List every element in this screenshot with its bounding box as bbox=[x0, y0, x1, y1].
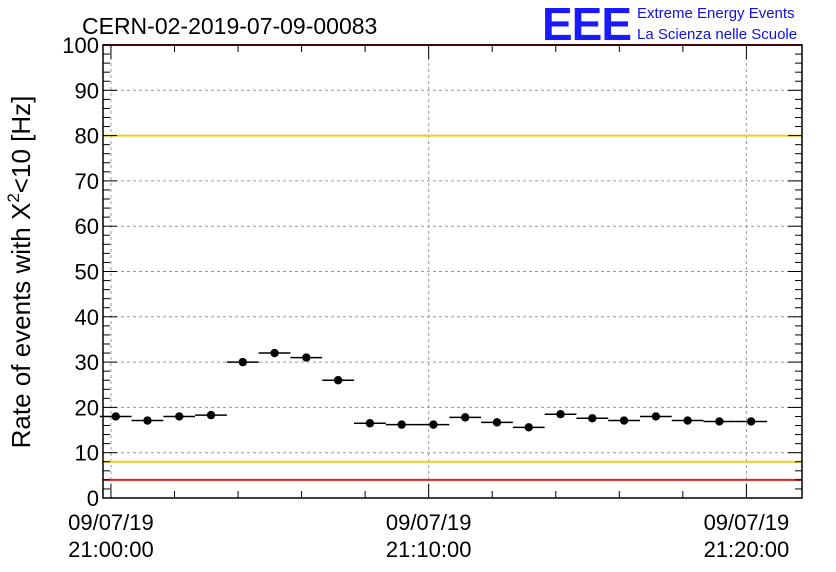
data-point bbox=[492, 418, 502, 427]
x-tick-label-time: 21:20:00 bbox=[704, 537, 790, 562]
data-point bbox=[588, 414, 597, 423]
data-point bbox=[111, 412, 120, 421]
y-tick-label: 0 bbox=[87, 486, 99, 511]
data-point bbox=[429, 420, 438, 429]
data-point bbox=[175, 412, 184, 421]
data-point bbox=[556, 409, 565, 419]
y-tick-label: 60 bbox=[75, 214, 99, 239]
data-point bbox=[746, 417, 756, 426]
y-tick-label: 100 bbox=[62, 33, 99, 58]
y-tick-label: 90 bbox=[75, 78, 99, 103]
data-point bbox=[270, 348, 279, 358]
x-tick-label-time: 21:10:00 bbox=[386, 537, 472, 562]
y-axis-label-tail: <10 [Hz] bbox=[6, 96, 36, 194]
logo-line-2: La Scienza nelle Scuole bbox=[637, 26, 797, 43]
data-point bbox=[333, 376, 343, 385]
logo-mark: EEE bbox=[542, 0, 631, 50]
data-point bbox=[302, 353, 311, 362]
data-point bbox=[206, 410, 216, 420]
data-point bbox=[651, 412, 661, 421]
y-tick-label: 30 bbox=[75, 350, 99, 375]
x-tick-labels: 09/07/1921:00:0009/07/1921:10:0009/07/19… bbox=[68, 510, 789, 562]
plot-frame bbox=[102, 44, 803, 499]
y-axis-label-superscript: 2 bbox=[4, 193, 23, 202]
x-tick-label-date: 09/07/19 bbox=[704, 510, 790, 535]
y-tick-label: 10 bbox=[75, 441, 99, 466]
y-tick-label: 70 bbox=[75, 169, 99, 194]
y-tick-label: 40 bbox=[75, 305, 99, 330]
chart-title: CERN-02-2019-07-09-00083 bbox=[82, 13, 377, 39]
data-point bbox=[461, 413, 470, 422]
y-axis-label-main: Rate of events with X bbox=[6, 203, 36, 449]
y-tick-labels: 0 10 20 30 40 50 60 70 80 90 100 bbox=[62, 33, 99, 511]
data-point bbox=[397, 420, 406, 429]
data-point bbox=[365, 419, 375, 428]
y-axis-label: Rate of events with X2<10 [Hz] bbox=[4, 96, 36, 449]
data-points bbox=[99, 348, 768, 432]
data-point bbox=[619, 416, 629, 425]
y-tick-label: 80 bbox=[75, 124, 99, 149]
grid bbox=[103, 45, 802, 498]
axes bbox=[102, 44, 803, 499]
data-point bbox=[143, 416, 152, 425]
data-point bbox=[238, 357, 247, 367]
y-tick-label: 20 bbox=[75, 395, 99, 420]
y-tick-label: 50 bbox=[75, 260, 99, 285]
data-point bbox=[715, 417, 724, 426]
x-tick-label-time: 21:00:00 bbox=[68, 537, 154, 562]
x-tick-label-date: 09/07/19 bbox=[68, 510, 154, 535]
logo-line-1: Extreme Energy Events bbox=[637, 5, 795, 22]
data-point bbox=[524, 423, 533, 432]
x-tick-label-date: 09/07/19 bbox=[386, 510, 472, 535]
data-point bbox=[683, 416, 692, 425]
eee-logo: EEE Extreme Energy Events La Scienza nel… bbox=[542, 0, 797, 50]
